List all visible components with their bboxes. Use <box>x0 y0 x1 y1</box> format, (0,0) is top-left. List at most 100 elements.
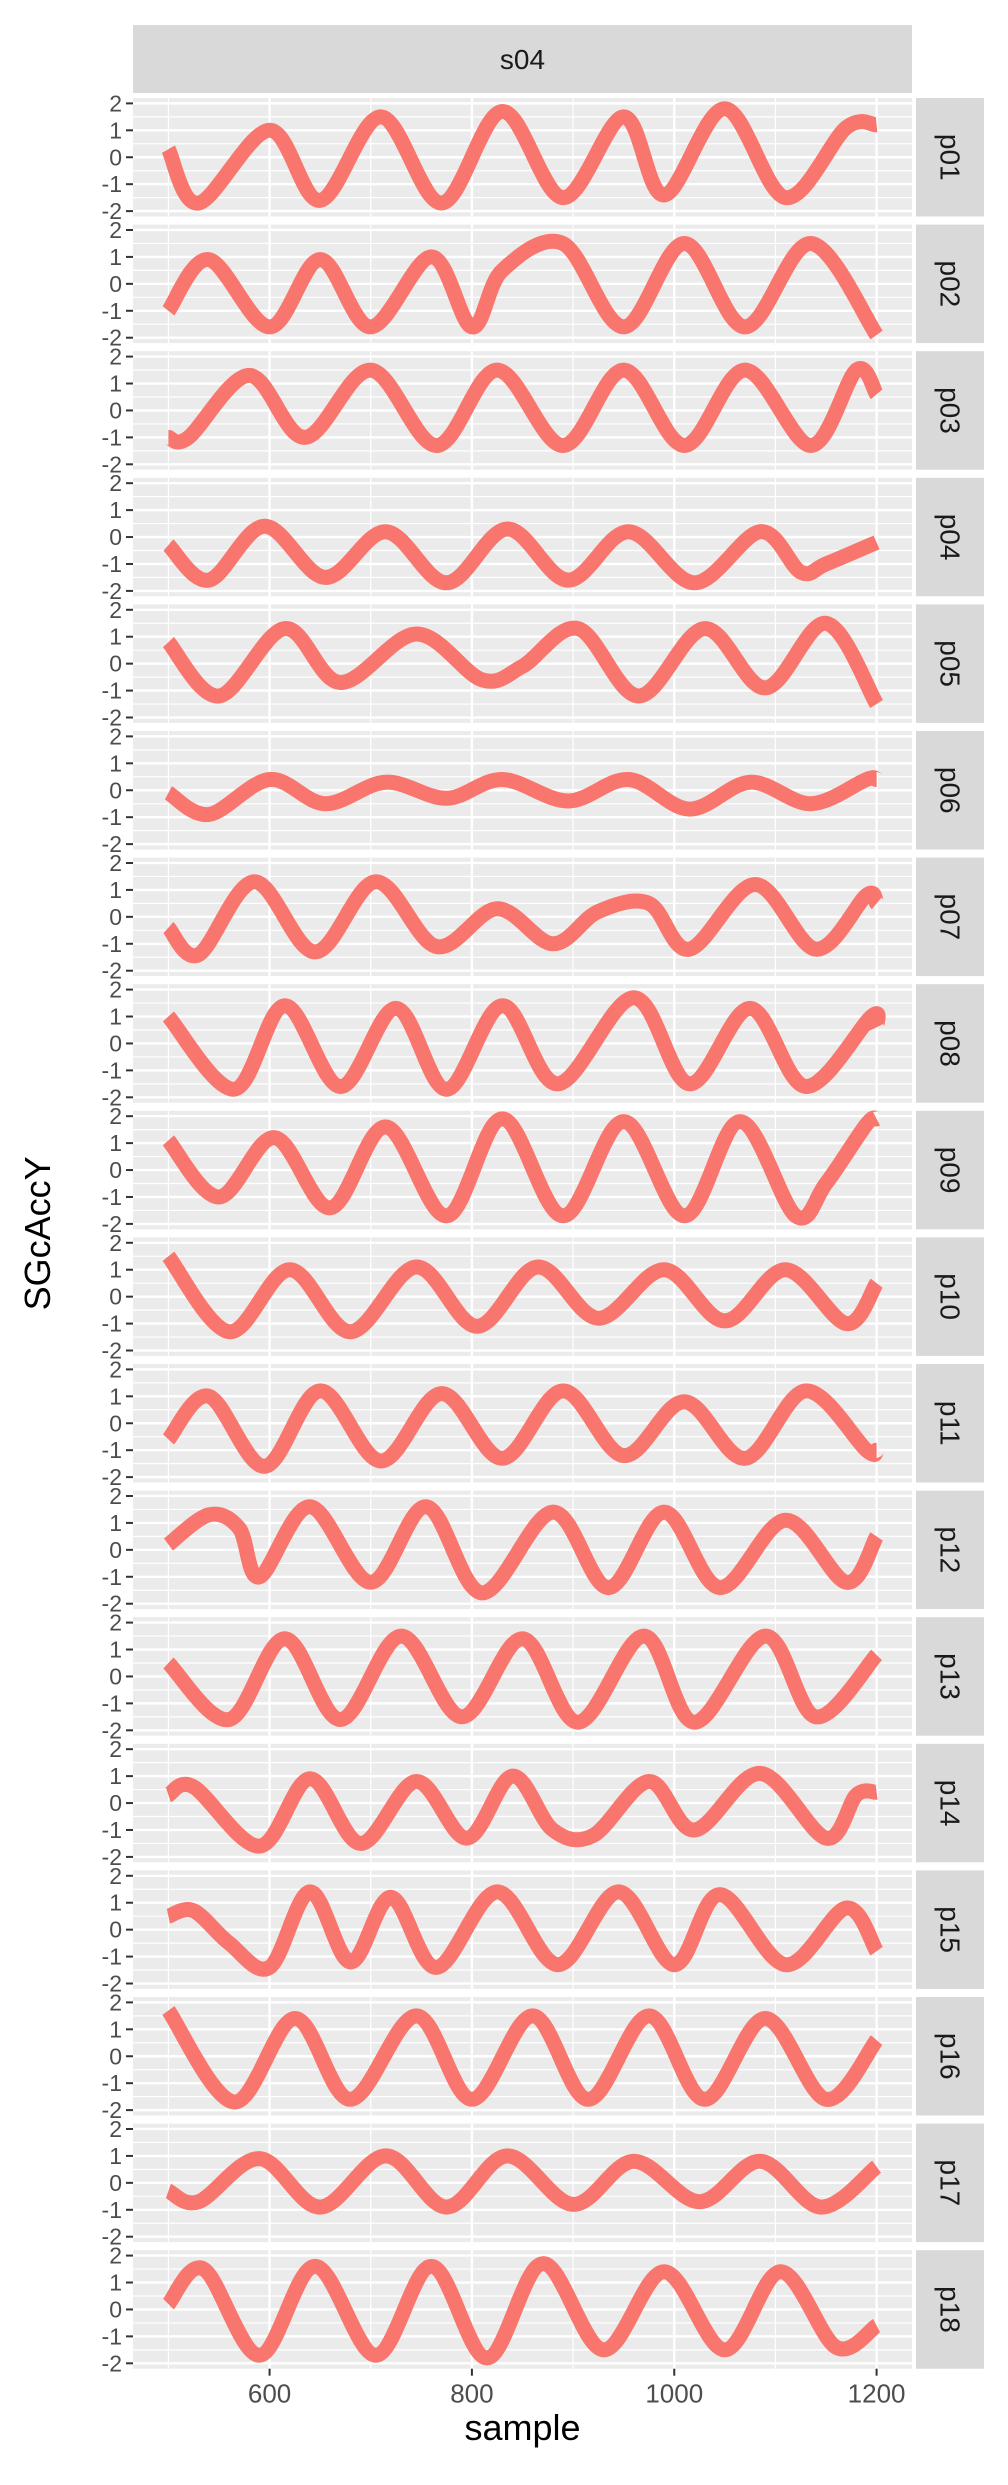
series-line-p04 <box>162 518 880 591</box>
x-tick-label: 1000 <box>645 2379 703 2409</box>
facet-strip-right <box>916 1997 984 2116</box>
series-line-p02 <box>162 233 883 340</box>
facet-strip-right <box>916 604 984 723</box>
y-tick-label: -2 <box>102 2097 122 2123</box>
y-tick-label: -1 <box>102 678 122 704</box>
facet-strip-right <box>916 477 984 597</box>
facet-strip-label-p09: p09 <box>935 1147 966 1194</box>
y-tick-label: 0 <box>109 1030 122 1056</box>
y-tick-label: 1 <box>109 2143 122 2169</box>
y-tick-label: -1 <box>102 1944 122 1970</box>
y-tick-label: 1 <box>109 117 122 143</box>
series-line-p13 <box>162 1628 883 1730</box>
series-line-p08 <box>162 990 886 1097</box>
y-tick-label: 2 <box>109 470 122 496</box>
y-tick-label: 0 <box>109 1790 122 1816</box>
y-tick-label: -2 <box>102 578 122 604</box>
y-tick-label: -2 <box>102 2350 122 2376</box>
y-tick-label: 2 <box>109 2243 122 2269</box>
y-tick-label: 0 <box>109 2043 122 2069</box>
y-tick-label: 1 <box>109 1383 122 1409</box>
x-tick-label: 600 <box>248 2379 291 2409</box>
y-tick-label: 2 <box>109 90 122 116</box>
y-tick-label: 0 <box>109 904 122 930</box>
facet-strip-label-p16: p16 <box>935 2033 966 2080</box>
y-tick-label: 2 <box>109 2116 122 2142</box>
y-tick-label: -2 <box>102 705 122 731</box>
y-tick-label: 1 <box>109 2270 122 2296</box>
y-tick-label: 1 <box>109 877 122 903</box>
y-axis-title: SGcAccY <box>17 1156 58 1310</box>
y-tick-label: 0 <box>109 2296 122 2322</box>
series-line-p07 <box>162 874 884 964</box>
series-line-p03 <box>165 361 884 453</box>
series-line-p12 <box>163 1499 884 1601</box>
facet-strip-right <box>916 1110 984 1230</box>
series-line-p06 <box>164 770 883 823</box>
facet-strip-label-p07: p07 <box>935 893 966 940</box>
facet-strip-label-p05: p05 <box>935 640 966 687</box>
y-tick-label: 2 <box>109 344 122 370</box>
facet-strip-label-p18: p18 <box>935 2286 966 2333</box>
y-tick-label: 0 <box>109 651 122 677</box>
y-tick-label: 1 <box>109 1890 122 1916</box>
y-tick-label: -1 <box>102 1437 122 1463</box>
y-tick-label: -2 <box>102 831 122 857</box>
y-tick-label: 1 <box>109 2016 122 2042</box>
y-tick-label: 2 <box>109 723 122 749</box>
facet-strip-label-p15: p15 <box>935 1906 966 1953</box>
y-tick-label: 0 <box>109 777 122 803</box>
y-tick-label: -1 <box>102 1184 122 1210</box>
y-tick-label: 0 <box>109 397 122 423</box>
y-tick-label: 1 <box>109 624 122 650</box>
facet-strip-label-p10: p10 <box>935 1273 966 1320</box>
facet-strip-right <box>916 984 984 1103</box>
y-tick-label: 0 <box>109 144 122 170</box>
facet-strip-top <box>133 25 912 93</box>
y-tick-label: 0 <box>109 271 122 297</box>
facet-strip-right <box>916 1490 984 1610</box>
y-tick-label: 1 <box>109 244 122 270</box>
y-tick-label: 0 <box>109 1663 122 1689</box>
y-tick-label: -2 <box>102 1717 122 1743</box>
y-tick-label: -1 <box>102 1564 122 1590</box>
y-tick-label: -1 <box>102 2070 122 2096</box>
facet-strip-label-p11: p11 <box>935 1401 966 1446</box>
y-tick-label: -2 <box>102 451 122 477</box>
facet-strip-label-top: s04 <box>500 44 545 75</box>
series-line-p14 <box>164 1765 878 1854</box>
facet-strip-right <box>916 1870 984 1989</box>
facet-strip-right <box>916 1364 984 1483</box>
facet-strip-right <box>916 224 984 344</box>
y-tick-label: 1 <box>109 1637 122 1663</box>
series-line-p17 <box>164 2148 882 2215</box>
x-tick-label: 800 <box>450 2379 493 2409</box>
y-tick-label: 2 <box>109 1483 122 1509</box>
y-tick-label: -1 <box>102 2323 122 2349</box>
y-tick-label: 1 <box>109 497 122 523</box>
y-tick-label: 0 <box>109 1537 122 1563</box>
y-tick-label: 1 <box>109 1004 122 1030</box>
y-tick-label: -2 <box>102 198 122 224</box>
y-tick-label: -1 <box>102 171 122 197</box>
y-tick-label: 2 <box>109 1103 122 1129</box>
y-tick-label: 0 <box>109 1410 122 1436</box>
y-tick-label: 2 <box>109 597 122 623</box>
y-tick-label: 1 <box>109 1130 122 1156</box>
y-tick-label: 2 <box>109 977 122 1003</box>
series-line-p16 <box>162 2006 883 2110</box>
facet-strip-label-p13: p13 <box>935 1653 966 1700</box>
y-tick-label: -2 <box>102 1338 122 1364</box>
